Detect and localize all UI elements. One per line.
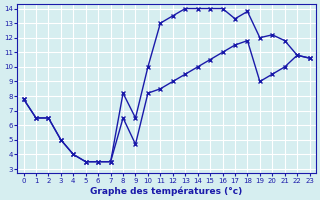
X-axis label: Graphe des températures (°c): Graphe des températures (°c) <box>91 186 243 196</box>
